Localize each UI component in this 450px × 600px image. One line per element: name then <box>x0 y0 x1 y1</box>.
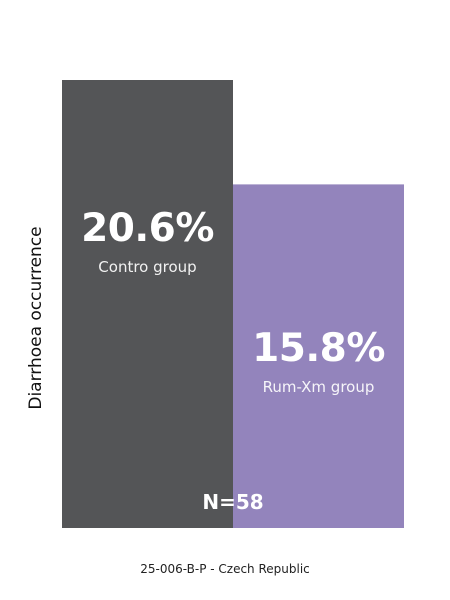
bar-control-group <box>62 80 233 528</box>
bar-rum-xm-group <box>233 184 404 528</box>
value-label-rum-xm-group: 15.8% <box>252 326 385 371</box>
category-label-rum-xm-group: Rum-Xm group <box>262 378 375 396</box>
footer-caption: 25-006-B-P - Czech Republic <box>140 562 310 576</box>
value-label-control-group: 20.6% <box>81 206 214 251</box>
category-label-control-group: Contro group <box>98 258 197 276</box>
sample-size-annotation: N=58 <box>202 490 264 514</box>
y-axis-label: Diarrhoea occurrence <box>26 226 46 410</box>
